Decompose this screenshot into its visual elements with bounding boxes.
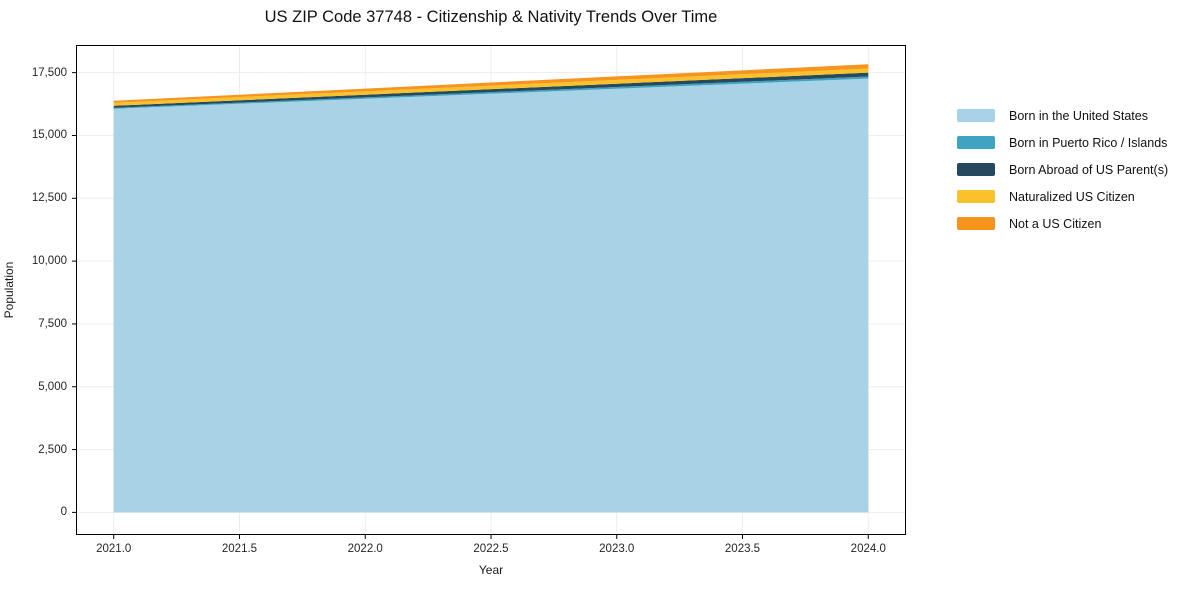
area-naturalized-us-citizen xyxy=(113,68,869,106)
x-axis-label: Year xyxy=(478,563,504,577)
legend-swatch-icon xyxy=(957,136,995,149)
y-tick-label: 10,000 xyxy=(31,255,67,268)
chart-title: US ZIP Code 37748 - Citizenship & Nativi… xyxy=(264,8,718,26)
legend-entry-born-abroad-of-us-parent-s: Born Abroad of US Parent(s) xyxy=(957,156,1168,183)
y-axis-label: Population xyxy=(2,261,16,319)
y-tick-label: 12,500 xyxy=(31,192,67,205)
area-born-abroad-of-us-parent-s xyxy=(113,72,869,108)
legend-entry-not-a-us-citizen: Not a US Citizen xyxy=(957,210,1168,237)
legend-swatch-icon xyxy=(957,190,995,203)
y-tick-label: 5,000 xyxy=(38,380,67,393)
x-tick-label: 2021.0 xyxy=(96,543,132,555)
legend-entry-naturalized-us-citizen: Naturalized US Citizen xyxy=(957,183,1168,210)
legend: Born in the United States Born in Puerto … xyxy=(957,102,1168,237)
y-tick-label: 0 xyxy=(60,506,67,519)
y-tick-label: 17,500 xyxy=(31,66,67,79)
x-tick-label: 2024.0 xyxy=(850,543,886,555)
area-born-in-puerto-rico-islands xyxy=(113,76,869,109)
y-tick-label: 7,500 xyxy=(38,317,67,330)
legend-label: Naturalized US Citizen xyxy=(1009,189,1135,204)
y-tick-label: 15,000 xyxy=(31,129,67,142)
x-tick-label: 2023.0 xyxy=(599,543,635,555)
x-tick-label: 2023.5 xyxy=(724,543,761,555)
x-tick-label: 2022.5 xyxy=(473,543,509,555)
x-tick-label: 2021.5 xyxy=(221,543,258,555)
legend-label: Born in the United States xyxy=(1009,108,1148,123)
area-not-a-us-citizen xyxy=(113,64,869,103)
x-tick-label: 2022.0 xyxy=(347,543,383,555)
legend-swatch-icon xyxy=(957,217,995,230)
area-born-in-the-united-states xyxy=(113,78,869,513)
legend-label: Born in Puerto Rico / Islands xyxy=(1009,135,1168,150)
y-tick-label: 2,500 xyxy=(38,443,67,456)
legend-swatch-icon xyxy=(957,163,995,176)
stacked-area-chart xyxy=(72,45,906,539)
legend-swatch-icon xyxy=(957,109,995,122)
legend-entry-born-in-the-united-states: Born in the United States xyxy=(957,102,1168,129)
legend-label: Born Abroad of US Parent(s) xyxy=(1009,162,1169,177)
legend-entry-born-in-puerto-rico-islands: Born in Puerto Rico / Islands xyxy=(957,129,1168,156)
plot-frame xyxy=(76,45,906,535)
legend-label: Not a US Citizen xyxy=(1009,216,1102,231)
